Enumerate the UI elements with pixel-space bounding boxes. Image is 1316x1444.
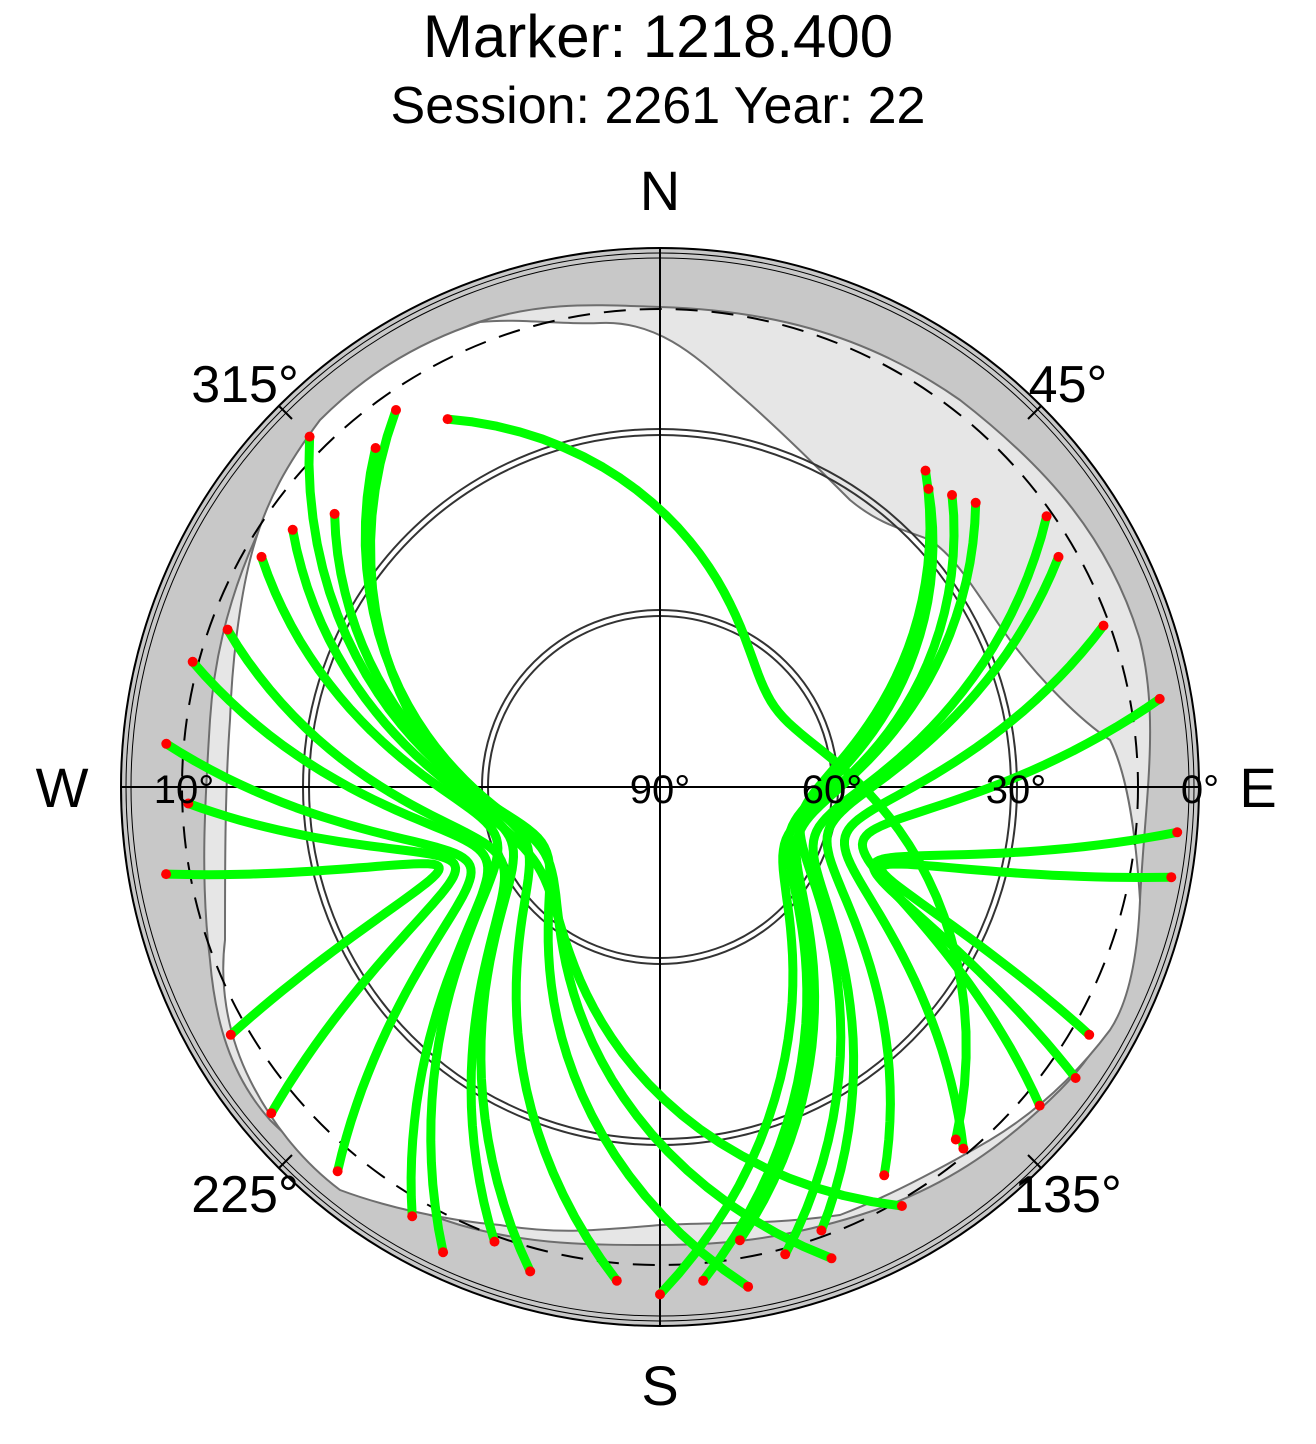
- satellite-track: [876, 859, 1176, 1040]
- satellite-tracks: [161, 405, 1182, 1299]
- satellite-track: [735, 498, 981, 1245]
- track-endpoints: [161, 405, 1183, 1300]
- satellite-track: [868, 827, 1182, 1083]
- satellite-track: [188, 657, 493, 1221]
- satellite-track: [161, 859, 444, 1040]
- azimuth-label-225: 225°: [191, 1166, 299, 1224]
- track-start-point: [304, 431, 315, 442]
- track-end-point: [698, 1275, 709, 1286]
- track-end-point: [407, 1211, 418, 1222]
- azimuth-label-45: 45°: [1029, 356, 1108, 414]
- satellite-track: [655, 490, 959, 1299]
- track-end-point: [896, 1201, 907, 1211]
- elevation-label-90: 90°: [630, 768, 691, 812]
- track-end-point: [525, 1266, 536, 1277]
- chart-title: Marker: 1218.400: [422, 3, 894, 70]
- tick-135: [1027, 1154, 1042, 1169]
- satellite-track: [808, 511, 1052, 1235]
- satellite-track: [330, 509, 622, 1286]
- elevation-label-60: 60°: [802, 768, 863, 812]
- track-start-point: [970, 497, 981, 508]
- track-start-point: [222, 624, 233, 635]
- tick-45: [1027, 405, 1042, 420]
- track-end-point: [225, 1029, 236, 1040]
- track-start-point: [442, 414, 453, 425]
- satellite-track: [223, 625, 509, 1247]
- satellite-track: [840, 621, 1108, 1154]
- track-end-point: [950, 1134, 961, 1145]
- elevation-label-10: 10°: [154, 768, 215, 812]
- satellite-track: [161, 739, 476, 1176]
- track-start-point: [923, 483, 934, 494]
- satellite-track: [257, 552, 503, 1257]
- track-end-point: [826, 1253, 837, 1264]
- track-start-point: [183, 798, 194, 809]
- east-label: E: [1239, 756, 1276, 819]
- track-start-point: [187, 656, 198, 667]
- satellite-track: [443, 414, 971, 1144]
- track-end-point: [438, 1247, 449, 1258]
- track-start-point: [1053, 551, 1064, 562]
- track-start-point: [329, 508, 340, 519]
- track-start-point: [1041, 511, 1052, 522]
- tick-225: [278, 1154, 293, 1169]
- track-start-point: [1098, 620, 1109, 631]
- satellite-track: [183, 799, 461, 1118]
- track-end-point: [332, 1166, 343, 1177]
- tick-315: [278, 405, 293, 420]
- track-end-point: [879, 1170, 890, 1181]
- track-start-point: [391, 405, 401, 415]
- track-start-point: [161, 738, 172, 749]
- track-end-point: [780, 1249, 791, 1260]
- track-start-point: [370, 443, 381, 453]
- track-end-point: [734, 1235, 745, 1246]
- satellite-track: [822, 552, 1063, 1180]
- track-start-point: [947, 490, 957, 500]
- track-start-point: [920, 465, 931, 476]
- track-end-point: [743, 1281, 754, 1292]
- track-start-point: [1154, 693, 1165, 704]
- satellite-track: [857, 694, 1165, 1111]
- visible-sky-region: [222, 319, 1142, 1232]
- track-end-point: [611, 1275, 622, 1286]
- track-end-point: [1034, 1100, 1045, 1111]
- track-start-point: [256, 551, 267, 562]
- track-start-point: [1166, 872, 1177, 883]
- satellite-track: [366, 405, 907, 1211]
- track-start-point: [1172, 827, 1183, 838]
- west-label: W: [36, 756, 89, 819]
- south-label: S: [641, 1354, 678, 1417]
- track-start-point: [161, 869, 172, 880]
- track-end-point: [655, 1289, 665, 1300]
- track-end-point: [1084, 1029, 1095, 1040]
- elevation-label-0: 0°: [1181, 768, 1219, 812]
- north-label: N: [640, 159, 680, 222]
- elevation-label-30: 30°: [986, 768, 1047, 812]
- track-start-point: [287, 524, 298, 535]
- chart-subtitle: Session: 2261 Year: 22: [390, 77, 926, 135]
- track-end-point: [816, 1225, 827, 1236]
- azimuth-label-315: 315°: [191, 356, 299, 414]
- track-end-point: [1070, 1073, 1081, 1083]
- track-end-point: [266, 1108, 277, 1119]
- track-end-point: [489, 1236, 500, 1247]
- track-end-point: [958, 1143, 969, 1154]
- azimuth-label-135: 135°: [1014, 1166, 1122, 1224]
